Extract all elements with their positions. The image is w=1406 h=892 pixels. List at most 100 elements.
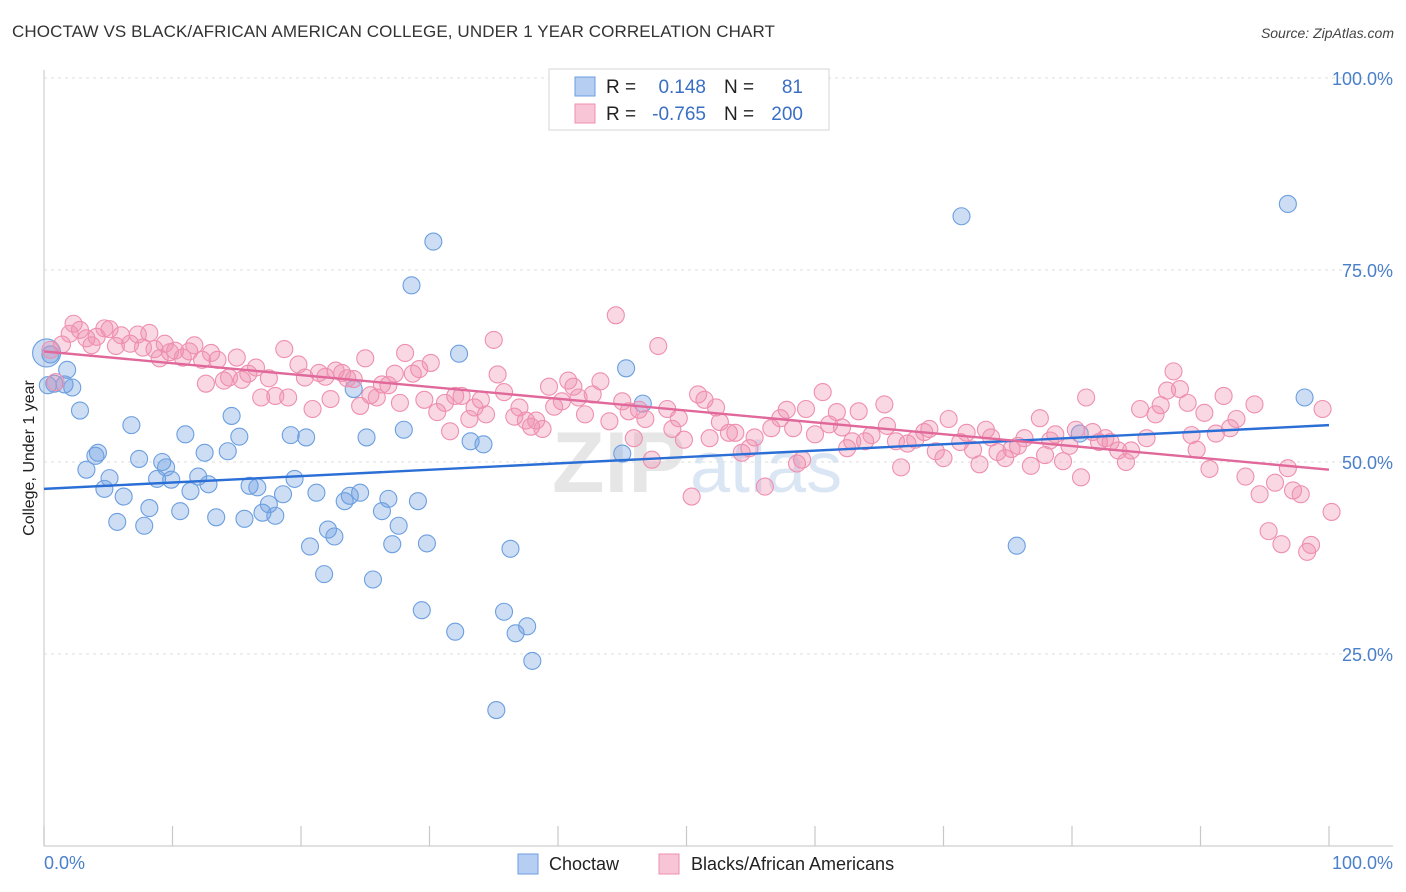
point-black	[877, 416, 897, 435]
point-choctaw	[114, 487, 133, 506]
point-choctaw	[402, 276, 421, 295]
point-black	[755, 477, 774, 496]
point-black	[636, 409, 655, 429]
point-black	[140, 323, 159, 343]
point-black	[1291, 485, 1310, 504]
point-black	[421, 353, 440, 372]
point-black	[591, 372, 610, 391]
point-choctaw	[297, 428, 316, 447]
point-choctaw	[230, 427, 249, 446]
point-choctaw	[41, 345, 60, 364]
legend-n-value-1: 81	[782, 77, 803, 98]
point-black	[82, 336, 101, 355]
point-black	[1030, 409, 1049, 428]
point-black	[1131, 399, 1150, 419]
point-black	[533, 419, 552, 439]
point-black	[202, 343, 221, 362]
point-black	[1116, 452, 1136, 472]
legend-r-label-1: R =	[606, 77, 636, 98]
legend-swatch-black	[574, 103, 596, 124]
point-black	[669, 409, 688, 428]
point-black	[410, 360, 429, 379]
point-black	[805, 425, 825, 444]
point-black	[832, 418, 852, 437]
point-black	[1221, 419, 1240, 438]
point-black	[1146, 405, 1165, 424]
point-black	[1301, 535, 1321, 554]
trend-lines	[43, 350, 1330, 491]
point-black	[796, 399, 816, 419]
trend-line-black	[43, 350, 1330, 471]
point-choctaw	[363, 570, 383, 589]
point-black	[46, 373, 65, 392]
point-black	[682, 487, 701, 506]
y-tick-label: 25.0%	[1342, 645, 1393, 665]
point-black	[813, 383, 832, 402]
point-black	[435, 393, 454, 412]
point-choctaw	[318, 520, 338, 539]
point-choctaw	[235, 509, 254, 528]
point-black	[303, 399, 322, 419]
point-choctaw	[335, 492, 354, 511]
point-choctaw	[140, 499, 159, 518]
point-black	[849, 402, 868, 421]
point-black	[784, 419, 803, 438]
point-black	[552, 392, 571, 411]
legend-n-value-2: 200	[771, 104, 803, 125]
point-choctaw	[617, 359, 636, 378]
legend-box: R = 0.148 N = 81 R = -0.765 N = 200	[548, 68, 830, 131]
point-black	[740, 439, 759, 458]
point-black	[600, 412, 619, 431]
point-choctaw	[307, 483, 326, 502]
point-black	[385, 364, 404, 383]
point-black	[214, 371, 233, 390]
point-black	[390, 393, 409, 412]
point-black	[1214, 386, 1233, 406]
x-ticks	[43, 826, 1330, 846]
point-black	[446, 386, 465, 406]
point-choctaw	[108, 512, 127, 531]
point-black	[441, 422, 460, 441]
point-black	[259, 369, 278, 388]
point-choctaw	[218, 442, 237, 461]
point-choctaw	[248, 478, 267, 497]
point-black	[252, 388, 271, 407]
point-choctaw	[340, 486, 359, 505]
point-choctaw	[70, 401, 90, 420]
point-choctaw	[487, 701, 506, 720]
point-choctaw	[952, 207, 971, 226]
point-choctaw	[259, 495, 278, 514]
series-choctaw-points	[32, 194, 1314, 720]
point-black	[762, 419, 781, 438]
point-black	[379, 376, 398, 395]
point-black	[1322, 502, 1341, 521]
point-black	[939, 409, 958, 429]
y-tick-label: 75.0%	[1342, 261, 1393, 281]
point-choctaw	[162, 470, 181, 489]
point-black	[484, 330, 503, 349]
point-choctaw	[135, 516, 154, 535]
point-black	[793, 450, 812, 469]
point-choctaw	[122, 416, 141, 435]
bottom-legend-swatch-choctaw	[517, 853, 539, 875]
point-choctaw	[285, 469, 304, 488]
point-choctaw	[379, 489, 398, 508]
point-black	[1313, 399, 1332, 419]
point-black	[333, 363, 352, 382]
point-black	[1245, 395, 1264, 414]
point-black	[460, 409, 479, 429]
point-choctaw	[518, 617, 537, 636]
point-choctaw	[389, 516, 408, 535]
point-black	[465, 398, 484, 417]
point-black	[875, 395, 894, 414]
point-choctaw	[506, 624, 525, 643]
point-choctaw	[281, 426, 300, 445]
point-choctaw	[408, 492, 427, 511]
y-axis-title: College, Under 1 year	[21, 380, 38, 536]
point-black	[926, 442, 945, 461]
legend-n-label-2: N =	[724, 104, 754, 125]
point-black	[624, 429, 643, 448]
source-note: Source: ZipAtlas.com	[1260, 25, 1394, 41]
point-choctaw	[171, 502, 190, 521]
